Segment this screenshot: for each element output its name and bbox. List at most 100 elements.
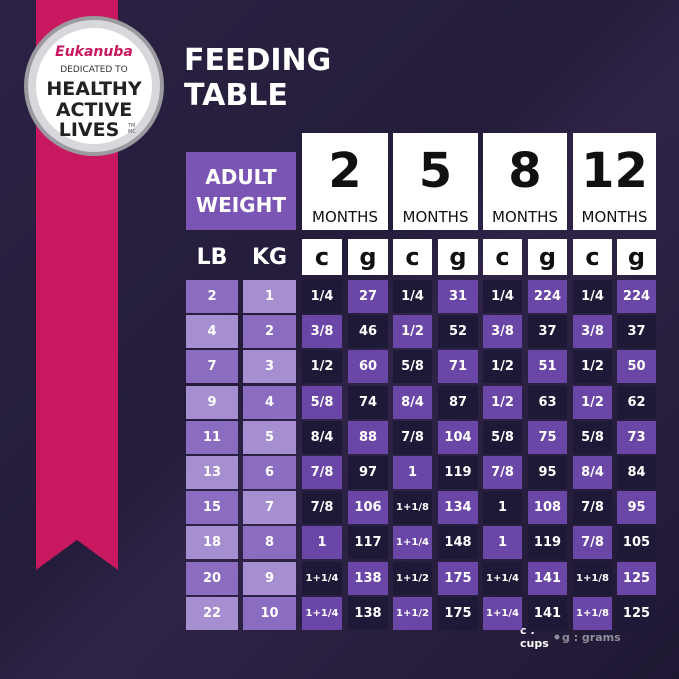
badge-mark: TM MC xyxy=(128,123,136,135)
table-cell: 60 xyxy=(348,350,388,384)
table-cell: 84 xyxy=(617,456,656,489)
table-cell: 2 xyxy=(243,315,296,349)
table-cell: 51 xyxy=(528,350,567,384)
table-cell: 63 xyxy=(528,385,567,419)
table-cell: 7 xyxy=(243,491,296,525)
table-cell: 125 xyxy=(617,596,656,630)
table-cell: 9 xyxy=(243,561,296,595)
table-cell: 13 xyxy=(186,456,238,489)
table-cell: 1/4 xyxy=(573,280,612,313)
age-box xyxy=(573,133,656,230)
table-cell: 3/8 xyxy=(302,315,342,349)
table-cell: 141 xyxy=(528,596,567,630)
table-cell: 1 xyxy=(483,526,522,560)
title: FEEDING TABLE xyxy=(184,43,332,113)
table-cell: 138 xyxy=(348,596,388,630)
age-box xyxy=(483,133,567,230)
table-cell: 6 xyxy=(243,456,296,489)
table-cell: 5/8 xyxy=(393,350,432,384)
table-cell: 104 xyxy=(438,420,478,454)
age-unit: MONTHS xyxy=(312,208,378,226)
column-header: g xyxy=(438,239,478,275)
column-header: g xyxy=(348,239,388,275)
table-cell: 95 xyxy=(528,456,567,489)
column-header: LB xyxy=(196,244,228,270)
age-unit: MONTHS xyxy=(581,208,648,226)
table-cell: 1+1/8 xyxy=(573,596,612,630)
table-cell: 95 xyxy=(617,491,656,525)
table-cell: 134 xyxy=(438,491,478,525)
table-cell: 106 xyxy=(348,491,388,525)
table-cell: 7/8 xyxy=(302,456,342,489)
age-number: 8 xyxy=(508,143,542,199)
table-cell: 1+1/4 xyxy=(393,526,432,560)
table-cell: 37 xyxy=(528,315,567,349)
table-cell: 175 xyxy=(438,561,478,595)
table-cell: 7/8 xyxy=(302,491,342,525)
table-cell: 74 xyxy=(348,385,388,419)
table-cell: 4 xyxy=(243,385,296,419)
badge-brand: Eukanuba xyxy=(55,44,133,60)
table-cell: 75 xyxy=(528,420,567,454)
table-cell: 1/2 xyxy=(393,315,432,349)
table-cell: 1+1/8 xyxy=(393,491,432,525)
badge-face xyxy=(36,28,152,144)
table-cell: 1/2 xyxy=(573,350,612,384)
table-cell: 175 xyxy=(438,596,478,630)
table-cell: 1/2 xyxy=(483,385,522,419)
column-header: g xyxy=(528,239,567,275)
table-cell: 5/8 xyxy=(573,420,612,454)
table-cell: 8 xyxy=(243,526,296,560)
table-cell: 52 xyxy=(438,315,478,349)
table-cell: 3/8 xyxy=(483,315,522,349)
table-cell: 7/8 xyxy=(393,420,432,454)
table-cell: 1/4 xyxy=(302,280,342,313)
table-cell: 10 xyxy=(243,596,296,630)
legend-dot xyxy=(554,634,560,640)
table-cell: 71 xyxy=(438,350,478,384)
table-cell: 1 xyxy=(483,491,522,525)
table-cell: 119 xyxy=(438,456,478,489)
column-header: c xyxy=(302,239,342,275)
table-cell: 108 xyxy=(528,491,567,525)
table-cell: 27 xyxy=(348,280,388,313)
table-cell: 7/8 xyxy=(573,491,612,525)
table-cell: 20 xyxy=(186,561,238,595)
table-cell: 125 xyxy=(617,561,656,595)
table-cell: 5 xyxy=(243,420,296,454)
table-cell: 46 xyxy=(348,315,388,349)
column-header: c xyxy=(393,239,432,275)
legend-item: g : grams xyxy=(562,630,621,644)
table-cell: 1/2 xyxy=(483,350,522,384)
table-cell: 1+1/4 xyxy=(483,561,522,595)
table-cell: 4 xyxy=(186,315,238,349)
table-cell: 18 xyxy=(186,526,238,560)
weight-header: ADULT WEIGHT xyxy=(186,152,296,230)
table-cell: 1/4 xyxy=(483,280,522,313)
table-cell: 9 xyxy=(186,385,238,419)
table-cell: 117 xyxy=(348,526,388,560)
table-cell: 1+1/4 xyxy=(302,596,342,630)
age-number: 12 xyxy=(581,143,648,199)
table-cell: 148 xyxy=(438,526,478,560)
column-header: KG xyxy=(251,244,288,270)
table-cell: 119 xyxy=(528,526,567,560)
table-cell: 31 xyxy=(438,280,478,313)
table-cell: 8/4 xyxy=(302,420,342,454)
legend-item: c : cups xyxy=(520,624,549,650)
table-cell: 37 xyxy=(617,315,656,349)
table-cell: 3/8 xyxy=(573,315,612,349)
table-cell: 15 xyxy=(186,491,238,525)
table-cell: 1+1/2 xyxy=(393,596,432,630)
table-cell: 1 xyxy=(243,280,296,313)
badge-line: ACTIVE xyxy=(55,99,133,121)
badge-line: LIVES xyxy=(58,119,120,141)
table-cell: 1/4 xyxy=(393,280,432,313)
table-cell: 87 xyxy=(438,385,478,419)
table-cell: 73 xyxy=(617,420,656,454)
table-cell: 141 xyxy=(528,561,567,595)
badge-line: HEALTHY xyxy=(46,78,142,100)
column-header: g xyxy=(617,239,656,275)
